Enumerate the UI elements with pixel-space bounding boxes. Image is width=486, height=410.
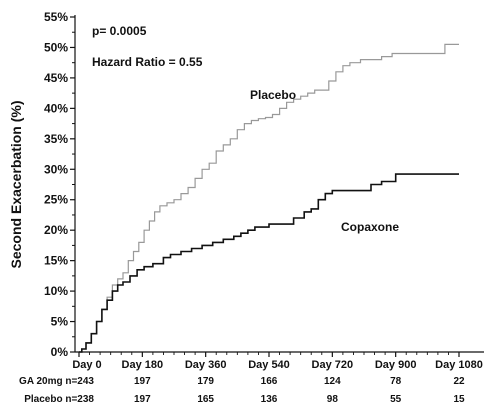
y-tick-label: 45% bbox=[44, 71, 68, 85]
risk-cell: 15 bbox=[453, 394, 465, 405]
series-layer bbox=[79, 43, 459, 353]
risk-cell: 197 bbox=[134, 394, 151, 405]
x-tick-label: Day 540 bbox=[248, 359, 290, 371]
risk-cell: 98 bbox=[327, 394, 339, 405]
risk-cell: 197 bbox=[134, 376, 151, 387]
x-tick-label: Day 180 bbox=[122, 359, 164, 371]
x-tick-label: Day 1080 bbox=[435, 359, 483, 371]
series-line-placebo bbox=[79, 43, 459, 353]
x-axis: Day 0 Day 180 Day 360 Day 540 Day 720 Day 900… bbox=[72, 351, 484, 371]
series-line-copaxone bbox=[79, 173, 459, 353]
y-tick-label: 40% bbox=[44, 101, 68, 115]
series-label-placebo: Placebo bbox=[250, 88, 296, 102]
risk-cell: 124 bbox=[324, 376, 341, 387]
p-value-text: p= 0.0005 bbox=[92, 24, 147, 38]
y-axis-title-group: Second Exacerbation (%) bbox=[8, 100, 24, 268]
risk-cell: 22 bbox=[453, 376, 465, 387]
series-label-copaxone: Copaxone bbox=[341, 220, 399, 234]
hazard-ratio-text: Hazard Ratio = 0.55 bbox=[92, 55, 203, 69]
risk-cell: 166 bbox=[261, 376, 278, 387]
risk-cell: 136 bbox=[261, 394, 278, 405]
risk-row-label: GA 20mg n=243 bbox=[19, 376, 94, 387]
risk-table: GA 20mg n=243 197 179 166 124 78 22 Placebo n=2… bbox=[19, 376, 465, 405]
y-tick-label: 50% bbox=[44, 40, 68, 54]
y-tick-label: 25% bbox=[44, 193, 68, 207]
y-tick-label: 15% bbox=[44, 254, 68, 268]
risk-cell: 165 bbox=[197, 394, 214, 405]
y-tick-label: 20% bbox=[44, 223, 68, 237]
y-axis-title: Second Exacerbation (%) bbox=[8, 100, 24, 268]
risk-cell: 55 bbox=[390, 394, 402, 405]
risk-cell: 179 bbox=[197, 376, 214, 387]
x-tick-label: Day 360 bbox=[185, 359, 227, 371]
annotation-layer: p= 0.0005 Hazard Ratio = 0.55 Placebo Copax… bbox=[92, 24, 399, 234]
y-axis: 0% 5% 10% 15% 20% 25% 30% 35% 40% 45% 50% 55% bbox=[44, 10, 76, 359]
risk-row-label: Placebo n=238 bbox=[24, 394, 94, 405]
y-tick-label: 0% bbox=[51, 345, 69, 359]
x-tick-label: Day 900 bbox=[375, 359, 417, 371]
y-tick-label: 55% bbox=[44, 10, 68, 24]
risk-cell: 78 bbox=[390, 376, 402, 387]
x-tick-label: Day 0 bbox=[72, 359, 101, 371]
y-tick-label: 5% bbox=[51, 315, 69, 329]
y-tick-label: 35% bbox=[44, 132, 68, 146]
x-tick-label: Day 720 bbox=[312, 359, 354, 371]
y-tick-label: 10% bbox=[44, 284, 68, 298]
y-tick-label: 30% bbox=[44, 162, 68, 176]
